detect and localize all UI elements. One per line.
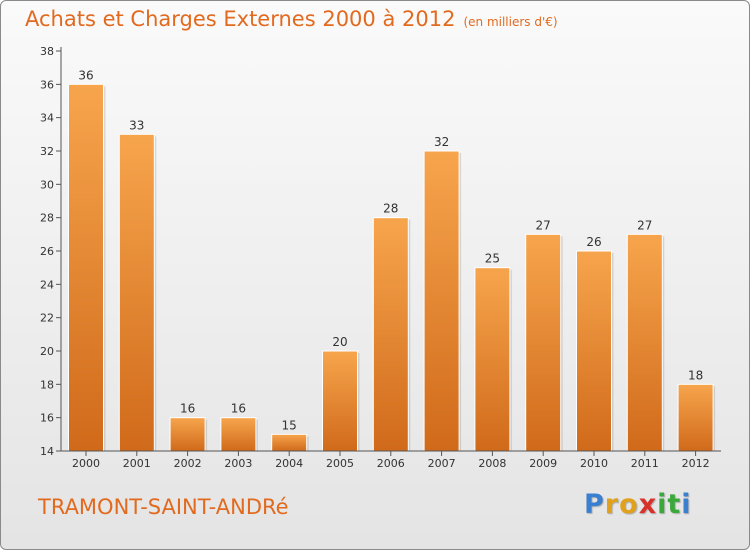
x-tick-label: 2012	[682, 457, 710, 470]
bar-2002	[169, 417, 206, 452]
bar-value-label: 26	[586, 235, 601, 249]
bar-2012	[677, 383, 714, 452]
x-tick-label: 2002	[174, 457, 202, 470]
bar-value-label: 20	[332, 335, 347, 349]
bar-2005	[322, 350, 358, 452]
logo-letter: t	[667, 489, 682, 520]
logo-letter: r	[604, 489, 620, 520]
y-tick-label: 34	[40, 112, 54, 125]
bar-2011	[626, 233, 663, 452]
x-tick-label: 2003	[224, 457, 252, 470]
x-tick-label: 2008	[478, 457, 506, 470]
y-tick-label: 36	[40, 78, 54, 91]
x-tick-label: 2004	[275, 457, 303, 470]
logo-letter: P	[584, 489, 605, 520]
x-tick-label: 2010	[580, 457, 608, 470]
bar-value-label: 16	[180, 402, 195, 416]
bar-2006	[372, 217, 409, 452]
y-tick-label: 26	[40, 245, 54, 258]
logo-letter: i	[681, 489, 692, 520]
bar-2008	[474, 267, 511, 452]
bar-2007	[423, 150, 460, 452]
x-tick-label: 2009	[529, 457, 557, 470]
x-tick-label: 2006	[377, 457, 405, 470]
y-tick-label: 16	[40, 412, 54, 425]
y-tick-label: 14	[40, 445, 54, 458]
bar-value-label: 25	[485, 252, 500, 266]
chart-title: Achats et Charges Externes 2000 à 2012 (e…	[25, 7, 558, 31]
y-axis: 14 16 18 20 22 24 26 28 30 32 34 36 38	[40, 45, 62, 458]
y-tick-label: 22	[40, 312, 54, 325]
bar-2003	[220, 417, 257, 452]
logo-letter: o	[619, 489, 639, 520]
bar-value-label: 36	[78, 68, 93, 82]
bar-2004	[271, 433, 308, 452]
logo-letter: x	[638, 489, 658, 520]
chart-unit-note: (en milliers d'€)	[463, 15, 558, 29]
x-tick-label: 2000	[72, 457, 100, 470]
bar-value-label: 33	[129, 118, 144, 132]
x-tick-label: 2001	[123, 457, 151, 470]
bar-2001	[118, 133, 155, 452]
y-tick-label: 24	[40, 278, 54, 291]
chart-title-text: Achats et Charges Externes 2000 à 2012	[25, 7, 456, 31]
bar-2009	[525, 233, 562, 452]
y-tick-label: 28	[40, 212, 54, 225]
x-tick-label: 2005	[326, 457, 354, 470]
y-tick-label: 38	[40, 45, 54, 58]
y-tick-label: 32	[40, 145, 54, 158]
bar-2000	[68, 83, 104, 452]
bar-value-label: 32	[434, 135, 449, 149]
y-tick-label: 30	[40, 178, 54, 191]
bar-value-label: 16	[231, 402, 246, 416]
bar-value-label: 28	[383, 202, 398, 216]
y-tick-label: 18	[40, 378, 54, 391]
bar-value-label: 27	[637, 218, 652, 232]
logo-letter: i	[657, 489, 668, 520]
proxiti-logo[interactable]: Proxiti	[584, 489, 692, 520]
bar-value-label: 27	[536, 218, 551, 232]
x-axis: 2000 2001 2002 2003 2004 2005 2006 2007 2008 2009…	[61, 450, 721, 470]
bar-value-label: 18	[688, 368, 703, 382]
commune-name: TRAMONT-SAINT-ANDRé	[38, 495, 289, 519]
x-tick-label: 2007	[428, 457, 456, 470]
bars: 36 33 16 16 15 20 28 32 25 27 26 27 18	[68, 68, 716, 452]
x-tick-label: 2011	[631, 457, 659, 470]
bar-value-label: 15	[282, 418, 297, 432]
bar-2010	[576, 250, 612, 452]
y-tick-label: 20	[40, 345, 54, 358]
